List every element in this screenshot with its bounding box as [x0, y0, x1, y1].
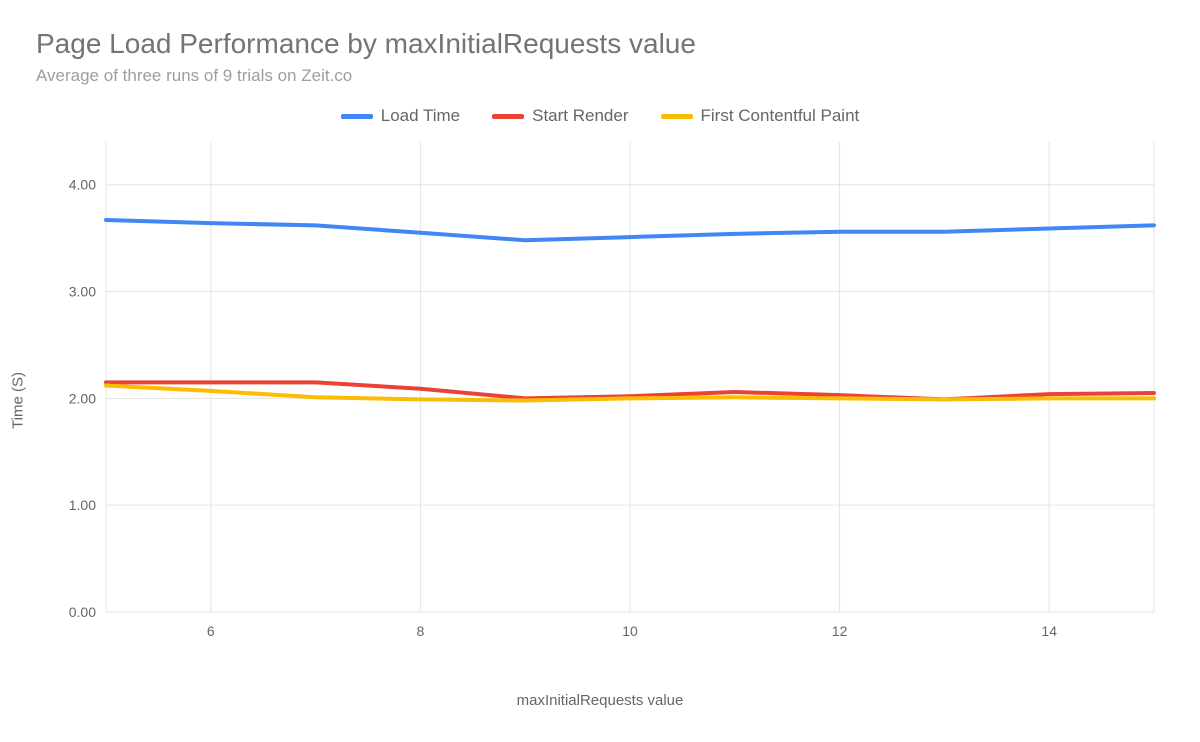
svg-text:0.00: 0.00	[69, 604, 96, 620]
chart-title: Page Load Performance by maxInitialReque…	[36, 28, 1164, 60]
y-axis-title: Time (S)	[10, 372, 27, 429]
svg-text:8: 8	[417, 623, 425, 639]
chart-container: Page Load Performance by maxInitialReque…	[0, 0, 1200, 742]
svg-text:14: 14	[1041, 623, 1057, 639]
legend-swatch	[341, 114, 373, 119]
plot-area: Time (S) 0.001.002.003.004.0068101214 ma…	[36, 132, 1164, 652]
legend-swatch	[661, 114, 693, 119]
svg-text:3.00: 3.00	[69, 284, 96, 300]
svg-text:12: 12	[832, 623, 848, 639]
chart-subtitle: Average of three runs of 9 trials on Zei…	[36, 66, 1164, 86]
legend-label: Load Time	[381, 106, 460, 126]
legend-label: First Contentful Paint	[701, 106, 860, 126]
svg-text:1.00: 1.00	[69, 497, 96, 513]
legend-item-load-time: Load Time	[341, 106, 460, 126]
chart-svg: 0.00 1.00 2.00 3.00 4.00 6 8 10 12 14	[36, 132, 1164, 652]
svg-text:10: 10	[622, 623, 638, 639]
svg-text:6: 6	[207, 623, 215, 639]
legend-item-start-render: Start Render	[492, 106, 628, 126]
legend: Load Time Start Render First Contentful …	[36, 106, 1164, 126]
legend-label: Start Render	[532, 106, 628, 126]
legend-swatch	[492, 114, 524, 119]
legend-item-fcp: First Contentful Paint	[661, 106, 860, 126]
svg-text:2.00: 2.00	[69, 390, 96, 406]
x-axis-title: maxInitialRequests value	[36, 692, 1164, 709]
svg-text:4.00: 4.00	[69, 177, 96, 193]
